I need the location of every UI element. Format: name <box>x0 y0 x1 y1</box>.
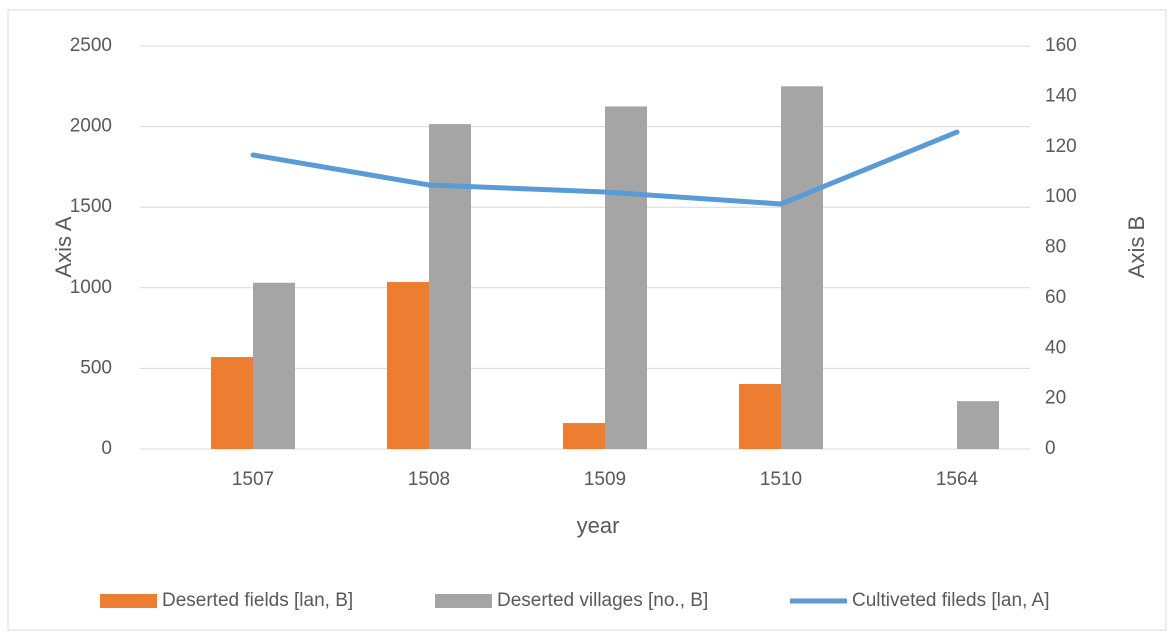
y-tick-label: 1000 <box>70 277 112 298</box>
y2-tick-label: 0 <box>1045 438 1056 459</box>
bar <box>563 423 605 449</box>
y-tick-label: 2500 <box>70 35 112 56</box>
x-tick-label: 1508 <box>408 469 450 490</box>
legend-label: Deserted villages [no., B] <box>497 590 708 611</box>
y2-tick-label: 20 <box>1045 388 1066 409</box>
y2-tick-label: 120 <box>1045 136 1077 157</box>
bar <box>429 124 471 450</box>
x-tick-label: 1564 <box>936 469 979 490</box>
bar <box>253 282 295 449</box>
y-axis-title: Axis A <box>51 216 76 277</box>
y2-tick-label: 100 <box>1045 186 1077 207</box>
legend-label: Cultiveted fileds [lan, A] <box>852 590 1050 611</box>
line <box>250 129 960 207</box>
y-tick-label: 2000 <box>70 116 112 137</box>
y-tick-label: 500 <box>80 357 112 378</box>
bar <box>605 106 647 449</box>
bar <box>387 282 429 449</box>
x-tick-label: 1510 <box>760 469 802 490</box>
y-tick-label: 1500 <box>70 196 112 217</box>
x-tick-label: 1507 <box>232 469 274 490</box>
legend-swatch <box>435 594 492 608</box>
y2-tick-label: 80 <box>1045 237 1066 258</box>
legend-label: Deserted fields [lan, B] <box>162 590 353 611</box>
y2-tick-label: 140 <box>1045 85 1077 106</box>
y2-tick-label: 60 <box>1045 287 1066 308</box>
bar <box>739 384 781 449</box>
legend-swatch <box>100 594 157 608</box>
y2-tick-label: 40 <box>1045 337 1066 358</box>
chart-frame <box>7 9 1167 631</box>
x-axis-title: year <box>577 513 620 538</box>
y2-axis-title: Axis B <box>1124 216 1149 278</box>
bar <box>957 401 999 449</box>
y2-tick-label: 160 <box>1045 35 1077 56</box>
x-tick-label: 1509 <box>584 469 626 490</box>
bar <box>781 86 823 450</box>
y-tick-label: 0 <box>101 438 112 459</box>
bar <box>211 357 253 449</box>
